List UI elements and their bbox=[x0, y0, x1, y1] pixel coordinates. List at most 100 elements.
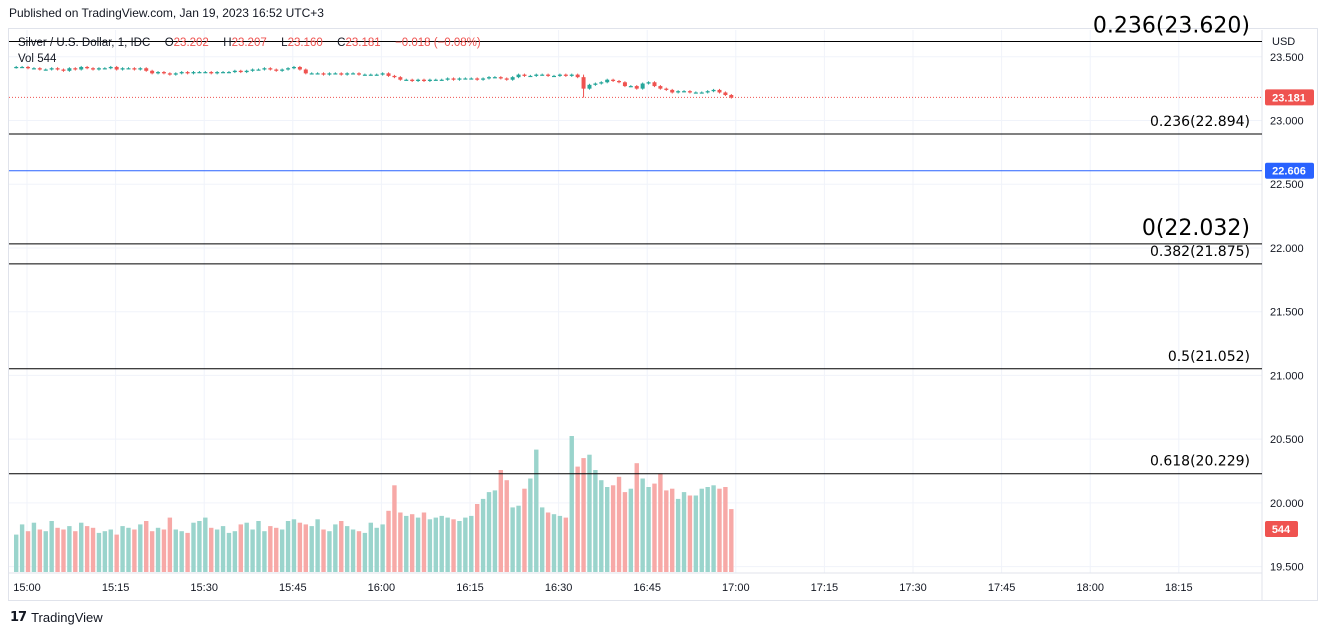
candle-body bbox=[374, 74, 379, 76]
volume-bar bbox=[126, 527, 131, 572]
time-tick-label: 17:00 bbox=[722, 582, 750, 594]
volume-bar bbox=[144, 521, 149, 572]
volume-bar bbox=[605, 487, 610, 572]
candle-body bbox=[469, 78, 474, 80]
volume-bar bbox=[96, 532, 102, 572]
volume-bar bbox=[344, 526, 350, 572]
symbol-label[interactable]: Silver / U.S. Dollar, 1, IDC bbox=[18, 37, 151, 49]
candle-body bbox=[552, 75, 557, 78]
candle-body bbox=[439, 79, 444, 81]
candle-body bbox=[463, 78, 468, 80]
open-label: O bbox=[164, 37, 174, 49]
candle-body bbox=[516, 74, 521, 78]
chart-frame bbox=[8, 28, 1318, 601]
price-tick-label: 20.500 bbox=[1270, 434, 1304, 446]
volume-bar bbox=[640, 478, 645, 572]
candle-body bbox=[599, 82, 604, 84]
volume-bar bbox=[232, 531, 238, 572]
candle-body bbox=[504, 78, 509, 80]
candle-body bbox=[699, 92, 704, 94]
candle-body bbox=[498, 77, 503, 79]
volume-bar bbox=[327, 531, 332, 572]
candle-body bbox=[91, 68, 96, 70]
volume-bar bbox=[25, 531, 31, 572]
volume-bar bbox=[581, 458, 586, 572]
volume-bar bbox=[528, 478, 533, 572]
candle-body bbox=[351, 73, 356, 75]
candle-body bbox=[593, 83, 598, 85]
volume-bar bbox=[545, 512, 551, 572]
volume-bar bbox=[392, 485, 397, 572]
candle-body bbox=[120, 68, 125, 70]
candle-body bbox=[215, 72, 220, 74]
candle-body bbox=[79, 66, 84, 70]
candle-body bbox=[522, 74, 527, 76]
volume-bar bbox=[427, 519, 433, 572]
volume-bar bbox=[262, 531, 267, 572]
fib-level-label: 0.5(21.052) bbox=[1168, 349, 1250, 365]
close-value: 23.181 bbox=[345, 37, 381, 49]
volume-bar bbox=[108, 529, 113, 572]
volume-bar bbox=[120, 526, 125, 572]
volume-bar bbox=[321, 529, 326, 572]
volume-bar bbox=[67, 526, 72, 572]
candle-body bbox=[102, 68, 107, 70]
currency-label: USD bbox=[1272, 36, 1295, 48]
volume-bar bbox=[451, 519, 456, 572]
volume-bar bbox=[534, 449, 539, 572]
volume-bar bbox=[404, 515, 409, 572]
time-tick-label: 17:30 bbox=[899, 582, 927, 594]
time-tick-label: 15:00 bbox=[13, 582, 41, 594]
candle-body bbox=[345, 73, 350, 75]
candle-body bbox=[634, 86, 639, 89]
candle-body bbox=[85, 66, 90, 69]
candle-body bbox=[262, 68, 267, 70]
candle-body bbox=[670, 89, 675, 93]
volume-bar bbox=[386, 510, 391, 572]
time-tick-label: 16:00 bbox=[368, 582, 396, 594]
volume-bar bbox=[398, 512, 403, 572]
candle-body bbox=[286, 68, 291, 70]
volume-bar bbox=[37, 529, 43, 572]
volume-bar bbox=[350, 529, 356, 572]
candle-body bbox=[622, 82, 627, 87]
volume-bar bbox=[49, 521, 54, 572]
volume-bar bbox=[238, 524, 243, 572]
volume-bar bbox=[557, 515, 563, 572]
candle-body bbox=[256, 69, 261, 71]
volume-bar bbox=[539, 507, 545, 572]
low-value: 23.160 bbox=[287, 37, 323, 49]
candle-body bbox=[268, 68, 273, 70]
volume-bar bbox=[415, 517, 421, 572]
candle-body bbox=[510, 77, 515, 80]
candle-body bbox=[368, 74, 373, 76]
candle-body bbox=[652, 82, 657, 87]
candle-body bbox=[687, 91, 692, 93]
fib-level-label: 0.236(22.894) bbox=[1150, 114, 1250, 130]
fib-level-label: 0.236(23.620) bbox=[1093, 13, 1250, 38]
volume-bar bbox=[291, 519, 297, 572]
volume-bar bbox=[84, 526, 90, 572]
candle-body bbox=[315, 73, 320, 75]
candle-body bbox=[144, 68, 149, 71]
candle-body bbox=[238, 70, 243, 73]
volume-bar bbox=[268, 526, 273, 572]
candle-body bbox=[309, 73, 314, 75]
candle-body bbox=[475, 78, 480, 80]
candle-body bbox=[150, 70, 155, 74]
volume-bar bbox=[19, 524, 25, 572]
candle-body bbox=[628, 86, 633, 88]
candle-body bbox=[14, 66, 19, 69]
volume-bar bbox=[368, 522, 373, 572]
candle-body bbox=[457, 78, 462, 80]
candle-body bbox=[640, 83, 645, 89]
candle-body bbox=[167, 73, 172, 75]
candle-body bbox=[729, 95, 734, 98]
candle-body bbox=[605, 79, 610, 83]
volume-bar bbox=[191, 522, 196, 572]
candle-body bbox=[481, 78, 486, 80]
footer-brand[interactable]: 17 TradingView bbox=[10, 610, 103, 625]
volume-bar bbox=[203, 517, 208, 572]
price-tick-label: 21.500 bbox=[1270, 307, 1304, 319]
